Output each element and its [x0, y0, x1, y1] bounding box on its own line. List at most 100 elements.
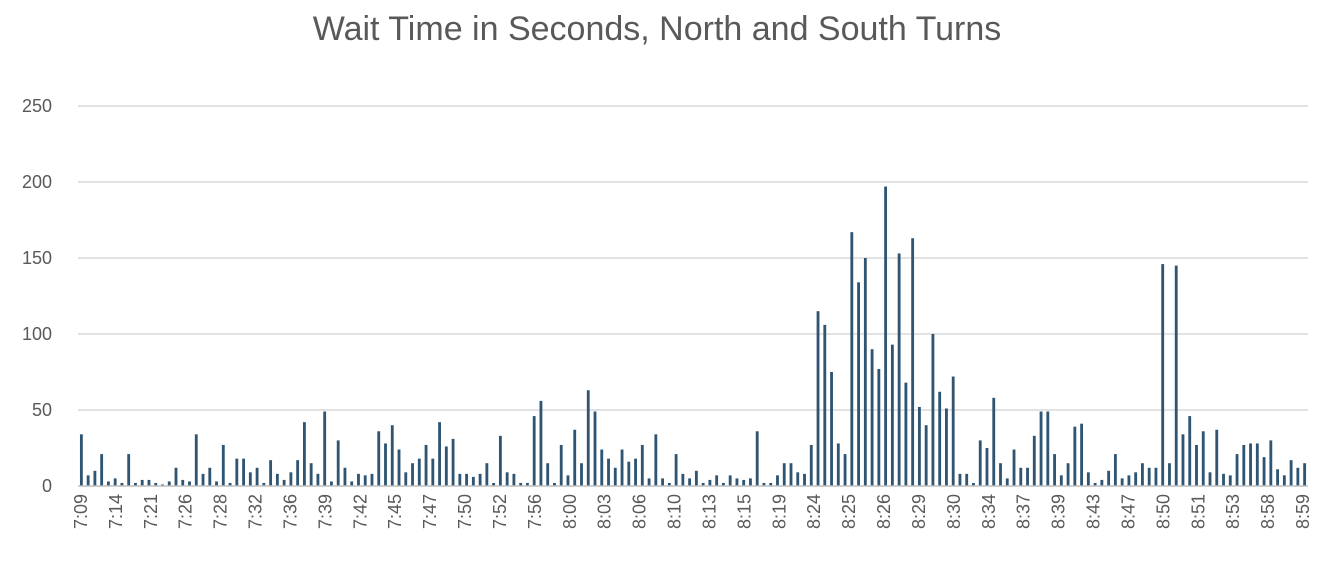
bar: [634, 458, 637, 486]
bar: [316, 473, 320, 486]
bar: [350, 481, 354, 486]
bar: [823, 324, 827, 486]
bar: [755, 431, 759, 486]
bar: [1195, 444, 1198, 486]
bar: [674, 454, 678, 486]
bar: [1039, 411, 1043, 486]
bar: [708, 479, 712, 486]
bar: [377, 431, 381, 486]
bar: [289, 472, 293, 486]
bar: [1147, 467, 1151, 486]
x-tick-label: 8:15: [734, 494, 754, 529]
bar: [1127, 475, 1131, 486]
bar: [721, 482, 725, 486]
bar: [93, 470, 97, 486]
x-tick-label: 8:06: [630, 494, 650, 529]
bar: [417, 458, 421, 486]
bar: [296, 460, 300, 486]
bar: [573, 429, 577, 486]
bar: [134, 482, 137, 486]
bar: [985, 448, 989, 486]
bar: [809, 444, 813, 486]
x-tick-label: 7:21: [141, 494, 161, 529]
bar: [282, 479, 286, 486]
bar: [512, 473, 516, 486]
bar: [580, 463, 583, 486]
bar: [505, 472, 509, 486]
bar: [1249, 443, 1252, 486]
bar: [735, 478, 739, 486]
bar: [539, 400, 543, 486]
bar: [424, 444, 428, 486]
bar: [728, 475, 732, 486]
bar: [106, 481, 110, 486]
x-tick-label: 8:03: [595, 494, 615, 529]
bar: [654, 434, 658, 486]
bar: [390, 425, 394, 486]
bar: [208, 467, 212, 486]
bar: [1255, 443, 1259, 486]
bar: [444, 446, 448, 486]
bar: [1113, 454, 1117, 486]
bar: [877, 368, 881, 486]
bar: [532, 416, 536, 486]
bar: [667, 482, 671, 486]
bar: [769, 482, 773, 486]
bar: [931, 334, 935, 486]
bar: [1026, 467, 1029, 486]
bar: [485, 463, 489, 486]
bar: [526, 482, 529, 486]
x-tick-label: 8:30: [944, 494, 964, 529]
bar: [1120, 478, 1124, 486]
bar: [343, 467, 347, 486]
bar: [830, 372, 833, 486]
bar: [370, 473, 374, 486]
bar: [140, 479, 144, 486]
bar: [782, 463, 786, 486]
bar: [1228, 475, 1232, 486]
x-tick-label: 8:10: [665, 494, 685, 529]
y-tick-label: 250: [22, 96, 52, 116]
bar: [1276, 469, 1280, 486]
bar: [194, 434, 198, 486]
x-tick-label: 8:53: [1223, 494, 1243, 529]
bar: [330, 481, 333, 486]
bar: [404, 472, 408, 486]
x-tick-label: 8:13: [700, 494, 720, 529]
bar: [661, 478, 665, 486]
bar: [972, 482, 975, 486]
bar: [1168, 463, 1171, 486]
bar: [803, 473, 806, 486]
bar: [1154, 467, 1158, 486]
bar: [79, 434, 83, 486]
bar: [1188, 416, 1192, 486]
x-tick-label: 8:51: [1188, 494, 1208, 529]
bar: [100, 454, 104, 486]
bar: [181, 479, 185, 486]
bar: [553, 482, 556, 486]
bar: [701, 482, 705, 486]
bar: [951, 376, 955, 486]
bar: [627, 461, 631, 486]
bar: [1019, 467, 1023, 486]
bar: [1059, 475, 1063, 486]
x-tick-label: 8:25: [839, 494, 859, 529]
bar: [1005, 478, 1009, 486]
bar: [546, 463, 550, 486]
bar: [167, 481, 171, 486]
bar: [1269, 440, 1273, 486]
bar: [1181, 434, 1185, 486]
bar: [161, 484, 164, 486]
bar: [1289, 460, 1293, 486]
bar: [471, 476, 475, 486]
bar: [1080, 423, 1084, 486]
bar: [262, 482, 266, 486]
bar: [897, 253, 901, 486]
x-tick-label: 7:47: [420, 494, 440, 529]
x-tick-label: 7:32: [246, 494, 266, 529]
bar: [147, 479, 151, 486]
bar: [863, 258, 867, 486]
bar: [1282, 475, 1286, 486]
bar: [1222, 473, 1225, 486]
bar: [1012, 449, 1016, 486]
